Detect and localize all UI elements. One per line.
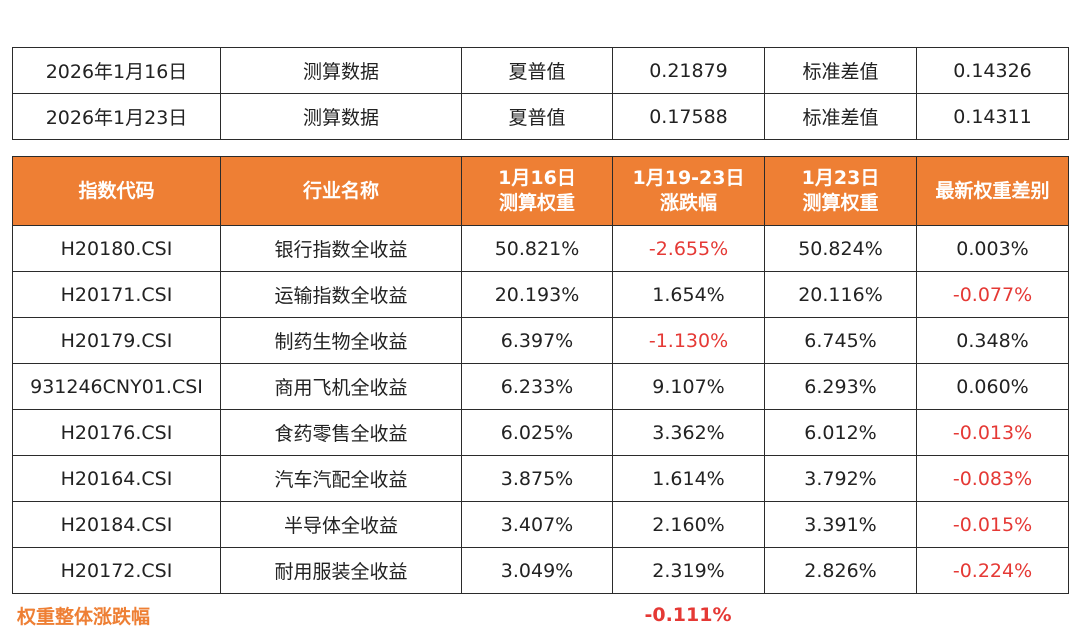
header-line: 1月23日 (801, 167, 880, 189)
weight-diff-cell: 0.003% (916, 225, 1069, 272)
header-line: 测算权重 (802, 192, 879, 214)
header-line: 指数代码 (78, 179, 155, 202)
header-change: 1月19-23日 涨跌幅 (612, 156, 765, 226)
index-code-cell: H20184.CSI (12, 501, 221, 548)
summary-row: 2026年1月23日 测算数据 夏普值 0.17588 标准差值 0.14311 (12, 93, 1069, 140)
summary-std-label: 标准差值 (764, 93, 917, 140)
summary-sharpe-value: 0.17588 (612, 93, 765, 140)
weight-diff-cell: -0.083% (916, 455, 1069, 502)
table-row: H20172.CSI 耐用服装全收益 3.049% 2.319% 2.826% -0.22… (12, 547, 1069, 594)
table-row: H20180.CSI 银行指数全收益 50.821% -2.655% 50.824% 0.… (12, 225, 1069, 272)
header-line: 行业名称 (302, 179, 379, 202)
table-row: H20176.CSI 食药零售全收益 6.025% 3.362% 6.012% -0.01… (12, 409, 1069, 456)
weight-jan16-cell: 3.407% (461, 501, 613, 548)
summary-type: 测算数据 (220, 93, 462, 140)
weight-jan23-cell: 3.792% (764, 455, 917, 502)
summary-std-value: 0.14311 (916, 93, 1069, 140)
header-index-code: 指数代码 (12, 156, 221, 226)
summary-std-label: 标准差值 (764, 47, 917, 94)
weight-jan16-cell: 6.233% (461, 363, 613, 410)
weight-diff-cell: 0.060% (916, 363, 1069, 410)
industry-name-cell: 耐用服装全收益 (220, 547, 462, 594)
summary-sharpe-value: 0.21879 (612, 47, 765, 94)
weight-jan16-cell: 6.025% (461, 409, 613, 456)
header-industry-name: 行业名称 (220, 156, 462, 226)
summary-std-value: 0.14326 (916, 47, 1069, 94)
summary-type: 测算数据 (220, 47, 462, 94)
summary-row: 2026年1月16日 测算数据 夏普值 0.21879 标准差值 0.14326 (12, 47, 1069, 94)
summary-sharpe-label: 夏普值 (461, 47, 613, 94)
summary-date: 2026年1月23日 (12, 93, 221, 140)
overall-change-value: -0.111% (644, 604, 732, 626)
header-line: 涨跌幅 (659, 192, 717, 214)
industry-name-cell: 制药生物全收益 (220, 317, 462, 364)
table-row: H20171.CSI 运输指数全收益 20.193% 1.654% 20.116% -0.… (12, 271, 1069, 318)
change-cell: 3.362% (612, 409, 765, 456)
summary-date: 2026年1月16日 (12, 47, 221, 94)
weights-table: 指数代码 行业名称 1月16日 测算权重 1月19-23日 涨跌幅 1月23日 … (12, 156, 1069, 594)
industry-name-cell: 银行指数全收益 (220, 225, 462, 272)
table-row: H20164.CSI 汽车汽配全收益 3.875% 1.614% 3.792% -0.08… (12, 455, 1069, 502)
change-cell: 2.160% (612, 501, 765, 548)
header-weight-jan16: 1月16日 测算权重 (461, 156, 613, 226)
industry-name-cell: 食药零售全收益 (220, 409, 462, 456)
weight-jan23-cell: 6.012% (764, 409, 917, 456)
overall-change-label: 权重整体涨跌幅 (17, 606, 151, 628)
index-code-cell: H20164.CSI (12, 455, 221, 502)
index-code-cell: H20176.CSI (12, 409, 221, 456)
change-cell: -2.655% (612, 225, 765, 272)
header-weight-jan23: 1月23日 测算权重 (764, 156, 917, 226)
header-line: 最新权重差别 (935, 179, 1050, 202)
index-code-cell: H20180.CSI (12, 225, 221, 272)
change-cell: -1.130% (612, 317, 765, 364)
table-row: 931246CNY01.CSI 商用飞机全收益 6.233% 9.107% 6.293%… (12, 363, 1069, 410)
table-body: H20180.CSI 银行指数全收益 50.821% -2.655% 50.824% 0.… (12, 225, 1069, 594)
weight-jan23-cell: 6.293% (764, 363, 917, 410)
index-code-cell: H20179.CSI (12, 317, 221, 364)
industry-name-cell: 商用飞机全收益 (220, 363, 462, 410)
weight-jan23-cell: 2.826% (764, 547, 917, 594)
weight-jan23-cell: 3.391% (764, 501, 917, 548)
summary-table: 2026年1月16日 测算数据 夏普值 0.21879 标准差值 0.14326… (12, 47, 1069, 140)
table-header-row: 指数代码 行业名称 1月16日 测算权重 1月19-23日 涨跌幅 1月23日 … (12, 156, 1069, 226)
weight-diff-cell: -0.013% (916, 409, 1069, 456)
weight-diff-cell: 0.348% (916, 317, 1069, 364)
change-cell: 1.614% (612, 455, 765, 502)
header-weight-diff: 最新权重差别 (916, 156, 1069, 226)
weight-jan23-cell: 50.824% (764, 225, 917, 272)
index-code-cell: H20172.CSI (12, 547, 221, 594)
weight-jan16-cell: 20.193% (461, 271, 613, 318)
table-row: H20179.CSI 制药生物全收益 6.397% -1.130% 6.745% 0.34… (12, 317, 1069, 364)
table-row: H20184.CSI 半导体全收益 3.407% 2.160% 3.391% -0.015… (12, 501, 1069, 548)
weight-diff-cell: -0.224% (916, 547, 1069, 594)
header-line: 1月16日 (498, 167, 576, 189)
change-cell: 1.654% (612, 271, 765, 318)
weight-jan16-cell: 6.397% (461, 317, 613, 364)
index-code-cell: H20171.CSI (12, 271, 221, 318)
change-cell: 2.319% (612, 547, 765, 594)
change-cell: 9.107% (612, 363, 765, 410)
weight-jan23-cell: 20.116% (764, 271, 917, 318)
industry-name-cell: 运输指数全收益 (220, 271, 462, 318)
weight-jan23-cell: 6.745% (764, 317, 917, 364)
summary-sharpe-label: 夏普值 (461, 93, 613, 140)
index-code-cell: 931246CNY01.CSI (12, 363, 221, 410)
header-line: 1月19-23日 (632, 167, 745, 189)
weight-jan16-cell: 3.875% (461, 455, 613, 502)
header-line: 测算权重 (498, 192, 575, 214)
weight-jan16-cell: 50.821% (461, 225, 613, 272)
weight-jan16-cell: 3.049% (461, 547, 613, 594)
weight-diff-cell: -0.077% (916, 271, 1069, 318)
industry-name-cell: 半导体全收益 (220, 501, 462, 548)
weight-diff-cell: -0.015% (916, 501, 1069, 548)
industry-name-cell: 汽车汽配全收益 (220, 455, 462, 502)
